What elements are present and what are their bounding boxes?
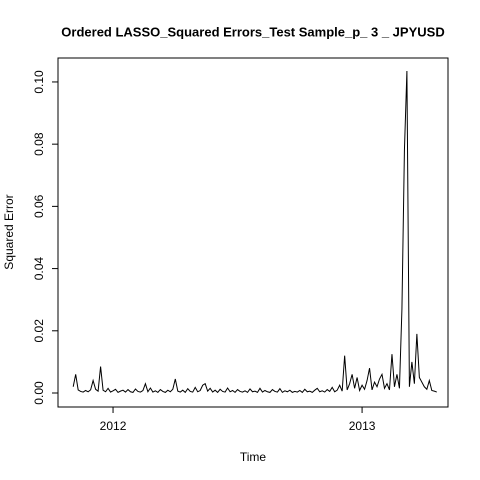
y-tick-label: 0.08 [32,132,46,156]
y-tick-label: 0.04 [32,257,46,281]
y-axis-label: Squared Error [2,194,16,269]
x-axis-label: Time [240,450,267,464]
line-series [72,71,437,394]
y-tick-label: 0.10 [32,70,46,94]
y-tick-label: 0.00 [32,381,46,405]
plot-box [57,57,449,408]
chart-title: Ordered LASSO_Squared Errors_Test Sample… [61,24,444,39]
y-tick-label: 0.06 [32,194,46,218]
x-tick-label: 2012 [100,419,127,433]
y-tick-label: 0.02 [32,319,46,343]
x-tick-label: 2013 [349,419,376,433]
